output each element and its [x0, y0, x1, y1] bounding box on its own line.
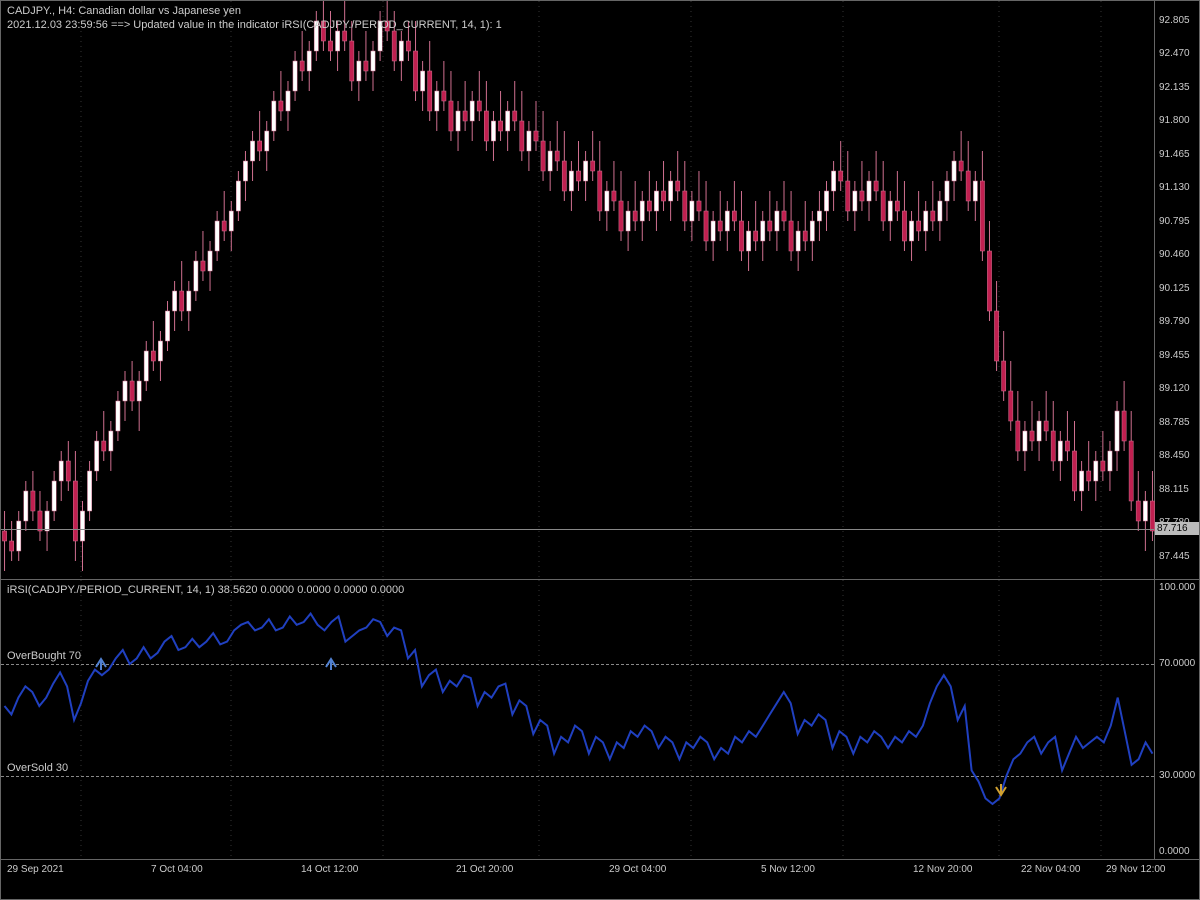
current-price-badge: 87.716 [1155, 522, 1199, 535]
y-tick-label: 92.135 [1159, 82, 1190, 93]
y-tick-label: 90.125 [1159, 283, 1190, 294]
y-tick-label: 70.0000 [1159, 658, 1195, 669]
x-tick-label: 22 Nov 04:00 [1021, 864, 1081, 875]
main-y-axis: 92.805 92.470 92.135 91.800 91.465 91.130 90.7… [1155, 0, 1200, 580]
x-tick-label: 5 Nov 12:00 [761, 864, 815, 875]
chart-subtitle: 2021.12.03 23:59:56 ==> Updated value in… [7, 19, 502, 31]
chart-title: CADJPY., H4: Canadian dollar vs Japanese… [7, 5, 241, 17]
y-tick-label: 0.0000 [1159, 846, 1190, 857]
time-axis: 29 Sep 2021 7 Oct 04:00 14 Oct 12:00 21 Oct… [0, 860, 1200, 900]
y-tick-label: 91.130 [1159, 182, 1190, 193]
y-tick-label: 92.470 [1159, 48, 1190, 59]
y-tick-label: 30.0000 [1159, 770, 1195, 781]
overbought-label: OverBought 70 [7, 650, 81, 662]
y-tick-label: 90.795 [1159, 216, 1190, 227]
y-tick-label: 100.000 [1159, 582, 1195, 593]
y-tick-label: 88.785 [1159, 417, 1190, 428]
sub-y-axis: 100.000 70.0000 30.0000 0.0000 [1155, 580, 1200, 860]
current-price-line [1, 529, 1154, 530]
y-tick-label: 91.465 [1159, 149, 1190, 160]
y-tick-label: 88.115 [1159, 484, 1189, 495]
x-tick-label: 29 Oct 04:00 [609, 864, 666, 875]
rsi-indicator-panel[interactable]: iRSI(CADJPY./PERIOD_CURRENT, 14, 1) 38.5… [0, 580, 1155, 860]
y-tick-label: 89.455 [1159, 350, 1190, 361]
x-tick-label: 29 Nov 12:00 [1106, 864, 1166, 875]
y-tick-label: 89.790 [1159, 316, 1190, 327]
x-tick-label: 7 Oct 04:00 [151, 864, 203, 875]
x-tick-label: 12 Nov 20:00 [913, 864, 973, 875]
y-tick-label: 91.800 [1159, 115, 1190, 126]
y-tick-label: 90.460 [1159, 249, 1190, 260]
rsi-svg [1, 580, 1156, 860]
x-tick-label: 21 Oct 20:00 [456, 864, 513, 875]
y-tick-label: 89.120 [1159, 383, 1190, 394]
chart-container: CADJPY., H4: Canadian dollar vs Japanese… [0, 0, 1200, 900]
candlestick-svg [1, 1, 1156, 581]
x-tick-label: 14 Oct 12:00 [301, 864, 358, 875]
y-tick-label: 88.450 [1159, 450, 1190, 461]
indicator-title: iRSI(CADJPY./PERIOD_CURRENT, 14, 1) 38.5… [7, 584, 404, 596]
x-tick-label: 29 Sep 2021 [7, 864, 64, 875]
main-price-chart[interactable]: CADJPY., H4: Canadian dollar vs Japanese… [0, 0, 1155, 580]
y-tick-label: 92.805 [1159, 15, 1190, 26]
y-tick-label: 87.445 [1159, 551, 1190, 562]
oversold-label: OverSold 30 [7, 762, 68, 774]
